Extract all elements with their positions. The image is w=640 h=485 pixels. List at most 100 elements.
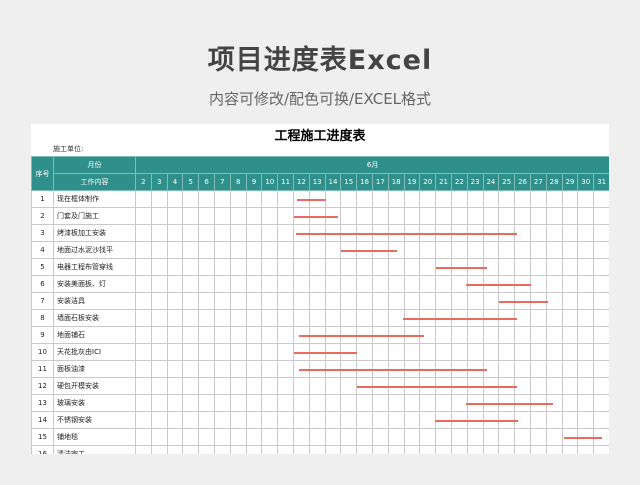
day-cell[interactable] <box>324 190 342 208</box>
day-cell[interactable] <box>245 292 263 310</box>
day-cell[interactable] <box>403 292 421 310</box>
day-cell[interactable] <box>466 428 484 446</box>
day-cell[interactable] <box>419 292 437 310</box>
day-cell[interactable] <box>498 343 516 361</box>
day-cell[interactable] <box>419 428 437 446</box>
day-cell[interactable] <box>529 343 547 361</box>
day-cell[interactable] <box>371 377 389 395</box>
day-cell[interactable] <box>514 258 531 276</box>
day-cell[interactable] <box>198 428 215 446</box>
row-task[interactable]: 门套及门施工 <box>53 207 136 225</box>
day-cell[interactable] <box>166 428 184 446</box>
day-cell[interactable] <box>371 241 389 259</box>
day-cell[interactable] <box>466 411 484 429</box>
day-cell[interactable] <box>166 309 184 327</box>
day-cell[interactable] <box>182 445 200 454</box>
day-cell[interactable] <box>198 343 215 361</box>
row-task[interactable]: 面板油漆 <box>53 360 136 378</box>
header-day[interactable]: 2 <box>135 173 152 191</box>
day-cell[interactable] <box>182 207 200 225</box>
day-cell[interactable] <box>340 241 358 259</box>
day-cell[interactable] <box>450 190 468 208</box>
day-cell[interactable] <box>150 207 168 225</box>
day-cell[interactable] <box>292 394 310 412</box>
day-cell[interactable] <box>308 411 326 429</box>
day-cell[interactable] <box>403 428 421 446</box>
header-day[interactable]: 13 <box>308 173 326 191</box>
day-cell[interactable] <box>482 207 500 225</box>
day-cell[interactable] <box>245 343 263 361</box>
day-cell[interactable] <box>561 343 579 361</box>
day-cell[interactable] <box>419 190 437 208</box>
day-cell[interactable] <box>308 258 326 276</box>
day-cell[interactable] <box>514 360 531 378</box>
day-cell[interactable] <box>371 411 389 429</box>
day-cell[interactable] <box>340 394 358 412</box>
day-cell[interactable] <box>482 428 500 446</box>
day-cell[interactable] <box>593 258 609 276</box>
day-cell[interactable] <box>308 224 326 242</box>
day-cell[interactable] <box>529 190 547 208</box>
day-cell[interactable] <box>435 326 452 344</box>
day-cell[interactable] <box>308 360 326 378</box>
day-cell[interactable] <box>213 377 231 395</box>
day-cell[interactable] <box>198 241 215 259</box>
day-cell[interactable] <box>498 360 516 378</box>
header-day[interactable]: 31 <box>593 173 609 191</box>
day-cell[interactable] <box>308 241 326 259</box>
day-cell[interactable] <box>482 411 500 429</box>
day-cell[interactable] <box>229 360 247 378</box>
day-cell[interactable] <box>450 207 468 225</box>
day-cell[interactable] <box>561 326 579 344</box>
day-cell[interactable] <box>182 224 200 242</box>
day-cell[interactable] <box>356 428 373 446</box>
row-index[interactable]: 7 <box>31 292 54 310</box>
day-cell[interactable] <box>356 224 373 242</box>
day-cell[interactable] <box>292 445 310 454</box>
day-cell[interactable] <box>213 224 231 242</box>
day-cell[interactable] <box>229 309 247 327</box>
day-cell[interactable] <box>340 445 358 454</box>
day-cell[interactable] <box>340 360 358 378</box>
day-cell[interactable] <box>166 377 184 395</box>
day-cell[interactable] <box>435 258 452 276</box>
day-cell[interactable] <box>261 309 279 327</box>
day-cell[interactable] <box>277 326 294 344</box>
day-cell[interactable] <box>577 360 595 378</box>
day-cell[interactable] <box>292 207 310 225</box>
day-cell[interactable] <box>593 445 609 454</box>
day-cell[interactable] <box>150 343 168 361</box>
day-cell[interactable] <box>577 224 595 242</box>
day-cell[interactable] <box>229 292 247 310</box>
day-cell[interactable] <box>213 360 231 378</box>
row-index[interactable]: 9 <box>31 326 54 344</box>
day-cell[interactable] <box>135 326 424 344</box>
day-cell[interactable] <box>135 275 531 293</box>
day-cell[interactable] <box>561 377 579 395</box>
day-cell[interactable] <box>450 377 468 395</box>
day-cell[interactable] <box>498 428 516 446</box>
day-cell[interactable] <box>545 377 563 395</box>
day-cell[interactable] <box>419 343 437 361</box>
day-cell[interactable] <box>166 275 184 293</box>
day-cell[interactable] <box>387 309 405 327</box>
day-cell[interactable] <box>324 394 342 412</box>
day-cell[interactable] <box>403 275 421 293</box>
day-cell[interactable] <box>292 309 310 327</box>
day-cell[interactable] <box>593 360 609 378</box>
day-cell[interactable] <box>435 360 452 378</box>
day-cell[interactable] <box>371 190 389 208</box>
day-cell[interactable] <box>482 275 500 293</box>
day-cell[interactable] <box>529 428 547 446</box>
day-cell[interactable] <box>356 292 373 310</box>
day-cell[interactable] <box>261 377 279 395</box>
day-cell[interactable] <box>387 326 405 344</box>
day-cell[interactable] <box>529 309 547 327</box>
day-cell[interactable] <box>182 258 200 276</box>
day-cell[interactable] <box>198 377 215 395</box>
day-cell[interactable] <box>182 360 200 378</box>
day-cell[interactable] <box>577 190 595 208</box>
day-cell[interactable] <box>292 377 310 395</box>
day-cell[interactable] <box>308 275 326 293</box>
day-cell[interactable] <box>308 326 326 344</box>
